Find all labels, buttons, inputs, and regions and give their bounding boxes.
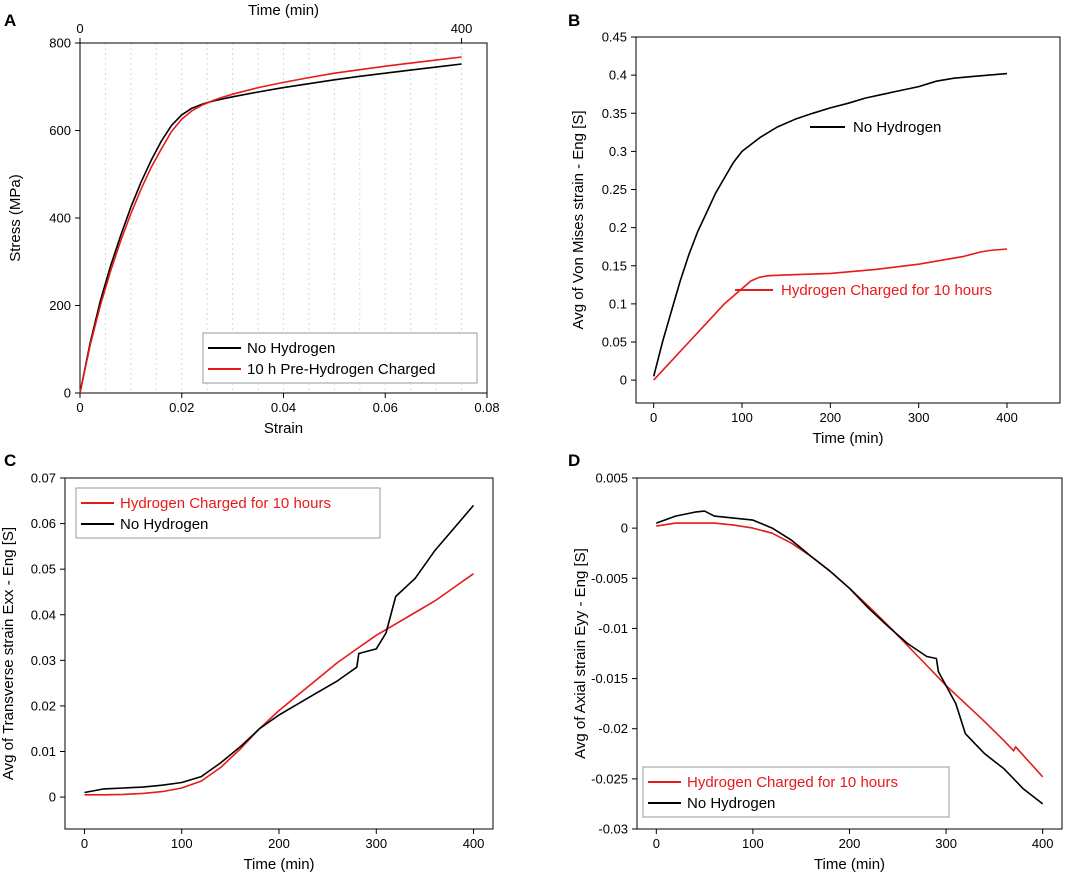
panel-B: B 0 100 200 300 400 0 0.05 0.1 0.15 0.2 0.25 0.3 0.35… (568, 11, 1061, 447)
x-tick-label: 0 (76, 400, 83, 415)
legend-box (75, 487, 381, 539)
annotation-label: No Hydrogen (853, 119, 941, 136)
top-tick-label: 0 (76, 21, 83, 36)
panel-A: A 0 0.02 0.04 0.06 0.08 0 200 400 600 800 0 400 Time … (4, 2, 500, 437)
y-tick-label: 600 (49, 123, 71, 138)
x-tick-label: 0 (81, 836, 88, 851)
y-tick-label: 0 (49, 790, 56, 805)
y-tick-label: 0.04 (31, 607, 56, 622)
panel-letter: C (4, 451, 16, 470)
legend-label: No Hydrogen (120, 516, 208, 533)
x-tick-label: 300 (935, 836, 957, 851)
legend-label: Hydrogen Charged for 10 hours (120, 495, 331, 512)
y-tick-label: 0.01 (31, 744, 56, 759)
legend: No Hydrogen 10 h Pre-Hydrogen Charged (202, 332, 478, 384)
panel-letter: B (568, 11, 580, 30)
x-tick-label: 0.04 (271, 400, 296, 415)
series-line-hydrogen-charged-for-10-hours (656, 522, 1044, 778)
series-line-hydrogen-charged-for-10-hours (653, 248, 1008, 381)
x-tick-label: 300 (365, 836, 387, 851)
y-tick-label: -0.025 (591, 771, 628, 786)
x-tick-label: 0 (653, 836, 660, 851)
legend: Hydrogen Charged for 10 hours No Hydrogen (642, 766, 950, 818)
x-axis-label: Time (min) (814, 856, 885, 873)
y-tick-label: 400 (49, 211, 71, 226)
y-tick-label: 0 (64, 386, 71, 401)
series-line-no-hydrogen (652, 72, 1008, 377)
y-axis-label: Avg of Axial strain Eyy - Eng [S] (572, 548, 589, 759)
series-line-10-h-pre-hydrogen-charged (79, 56, 462, 394)
x-tick-label: 0.08 (474, 400, 499, 415)
panel-D: D 0 100 200 300 400 -0.03 -0.025 -0.02 -0.015 -0.0… (568, 451, 1063, 873)
y-axis-label: Avg of Von Mises strain - Eng [S] (570, 111, 587, 330)
y-tick-label: 0.4 (609, 68, 627, 83)
y-tick-label: 0.15 (602, 258, 627, 273)
x-tick-label: 200 (839, 836, 861, 851)
y-tick-label: 0 (620, 373, 627, 388)
top-tick-label: 400 (451, 21, 473, 36)
annotation-label: Hydrogen Charged for 10 hours (781, 282, 992, 299)
series-line-hydrogen-charged-for-10-hours (84, 573, 474, 796)
legend: Hydrogen Charged for 10 hours No Hydrogen (75, 487, 381, 539)
y-tick-label: 800 (49, 36, 71, 51)
panel-letter: D (568, 451, 580, 470)
panel-C: C 0 100 200 300 400 0 0.01 0.02 0.03 0.04 0.05 0.06 0… (0, 451, 494, 873)
y-axis-label: Avg of Transverse strain Exx - Eng [S] (0, 527, 17, 780)
y-tick-label: 200 (49, 298, 71, 313)
legend-box (202, 332, 478, 384)
x-tick-label: 400 (996, 410, 1018, 425)
y-tick-label: 0.3 (609, 144, 627, 159)
legend-label: 10 h Pre-Hydrogen Charged (247, 361, 435, 378)
x-tick-label: 0 (650, 410, 657, 425)
x-tick-label: 100 (171, 836, 193, 851)
x-tick-label: 0.02 (169, 400, 194, 415)
y-axis-label: Stress (MPa) (7, 174, 24, 262)
y-tick-label: -0.03 (598, 822, 628, 837)
y-tick-label: -0.01 (598, 621, 628, 636)
x-tick-label: 200 (268, 836, 290, 851)
x-tick-label: 0.06 (373, 400, 398, 415)
legend-label: No Hydrogen (687, 795, 775, 812)
y-tick-label: 0.2 (609, 220, 627, 235)
x-axis-label: Time (min) (243, 856, 314, 873)
y-tick-label: 0.35 (602, 106, 627, 121)
x-tick-label: 200 (819, 410, 841, 425)
y-tick-label: 0.06 (31, 516, 56, 531)
y-tick-label: 0.05 (31, 562, 56, 577)
y-tick-label: 0.05 (602, 335, 627, 350)
legend-box (642, 766, 950, 818)
x-axis-label: Time (min) (812, 430, 883, 447)
y-tick-label: -0.02 (598, 721, 628, 736)
y-tick-label: 0.07 (31, 471, 56, 486)
y-tick-label: 0.03 (31, 653, 56, 668)
x-tick-label: 100 (731, 410, 753, 425)
y-tick-label: 0.005 (595, 471, 628, 486)
panel-letter: A (4, 11, 16, 30)
y-tick-label: 0 (621, 521, 628, 536)
x-tick-label: 100 (742, 836, 764, 851)
x-axis-label: Strain (264, 420, 303, 437)
x-tick-label: 300 (908, 410, 930, 425)
top-axis-label: Time (min) (248, 2, 319, 19)
y-tick-label: 0.1 (609, 296, 627, 311)
x-tick-label: 400 (463, 836, 485, 851)
x-tick-label: 400 (1032, 836, 1054, 851)
y-tick-label: -0.005 (591, 571, 628, 586)
legend-label: Hydrogen Charged for 10 hours (687, 774, 898, 791)
legend-label: No Hydrogen (247, 340, 335, 357)
y-tick-label: 0.45 (602, 30, 627, 45)
y-tick-label: 0.02 (31, 698, 56, 713)
y-tick-label: 0.25 (602, 182, 627, 197)
series-line-no-hydrogen (656, 510, 1044, 805)
series-line-no-hydrogen (84, 504, 475, 794)
plot-frame (635, 36, 1061, 404)
y-tick-label: -0.015 (591, 671, 628, 686)
